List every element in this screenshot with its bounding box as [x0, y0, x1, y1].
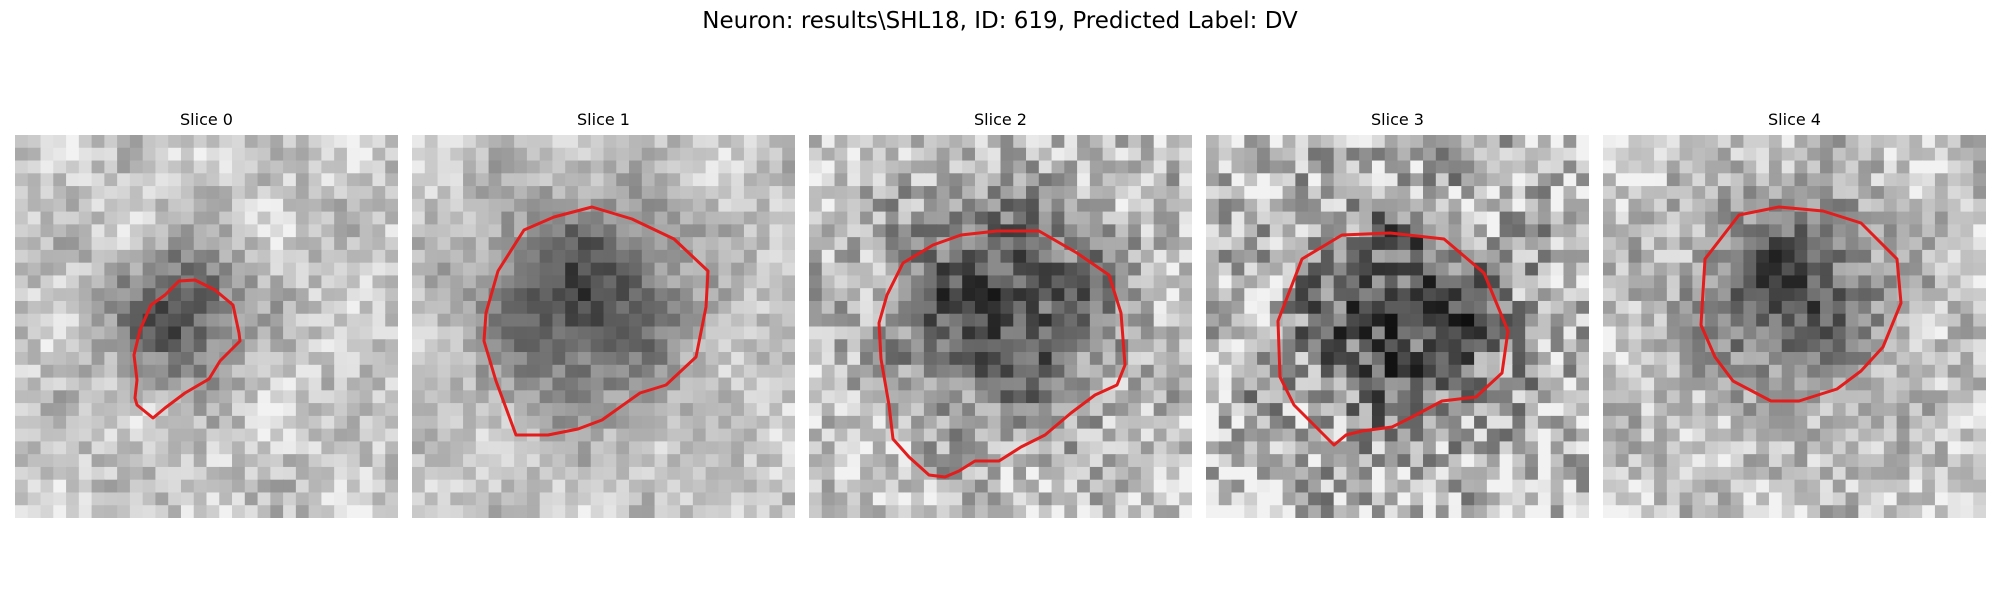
slice-image-3 — [1206, 135, 1589, 518]
slice-image-4 — [1603, 135, 1986, 518]
slice-image-2 — [809, 135, 1192, 518]
slice-image-1 — [412, 135, 795, 518]
slice-panel-1: Slice 1 — [412, 108, 795, 518]
slice-panel-2: Slice 2 — [809, 108, 1192, 518]
grayscale-pixel-grid — [15, 135, 398, 518]
slice-image-frame — [809, 135, 1192, 518]
grayscale-pixel-grid — [1603, 135, 1986, 518]
grayscale-pixel-grid — [1206, 135, 1589, 518]
slice-panel-0: Slice 0 — [15, 108, 398, 518]
neuron-contour-4 — [1699, 205, 1903, 403]
slice-image-0 — [15, 135, 398, 518]
grayscale-pixel-grid — [412, 135, 795, 518]
figure-title: Neuron: results\SHL18, ID: 619, Predicte… — [702, 8, 1298, 34]
slice-panel-3: Slice 3 — [1206, 108, 1589, 518]
slice-image-frame — [1206, 135, 1589, 518]
neuron-contour-1 — [482, 205, 710, 437]
slice-title: Slice 3 — [1371, 110, 1424, 129]
slice-title: Slice 2 — [974, 110, 1027, 129]
slice-panel-4: Slice 4 — [1603, 108, 1986, 518]
slice-title: Slice 4 — [1768, 110, 1821, 129]
slice-image-frame — [1603, 135, 1986, 518]
slice-title: Slice 0 — [180, 110, 233, 129]
neuron-contour-3 — [1276, 231, 1510, 447]
slice-image-frame — [15, 135, 398, 518]
neuron-contour-0 — [132, 278, 242, 420]
grayscale-pixel-grid — [809, 135, 1192, 518]
neuron-contour-2 — [877, 229, 1127, 479]
slice-title: Slice 1 — [577, 110, 630, 129]
slice-image-frame — [412, 135, 795, 518]
